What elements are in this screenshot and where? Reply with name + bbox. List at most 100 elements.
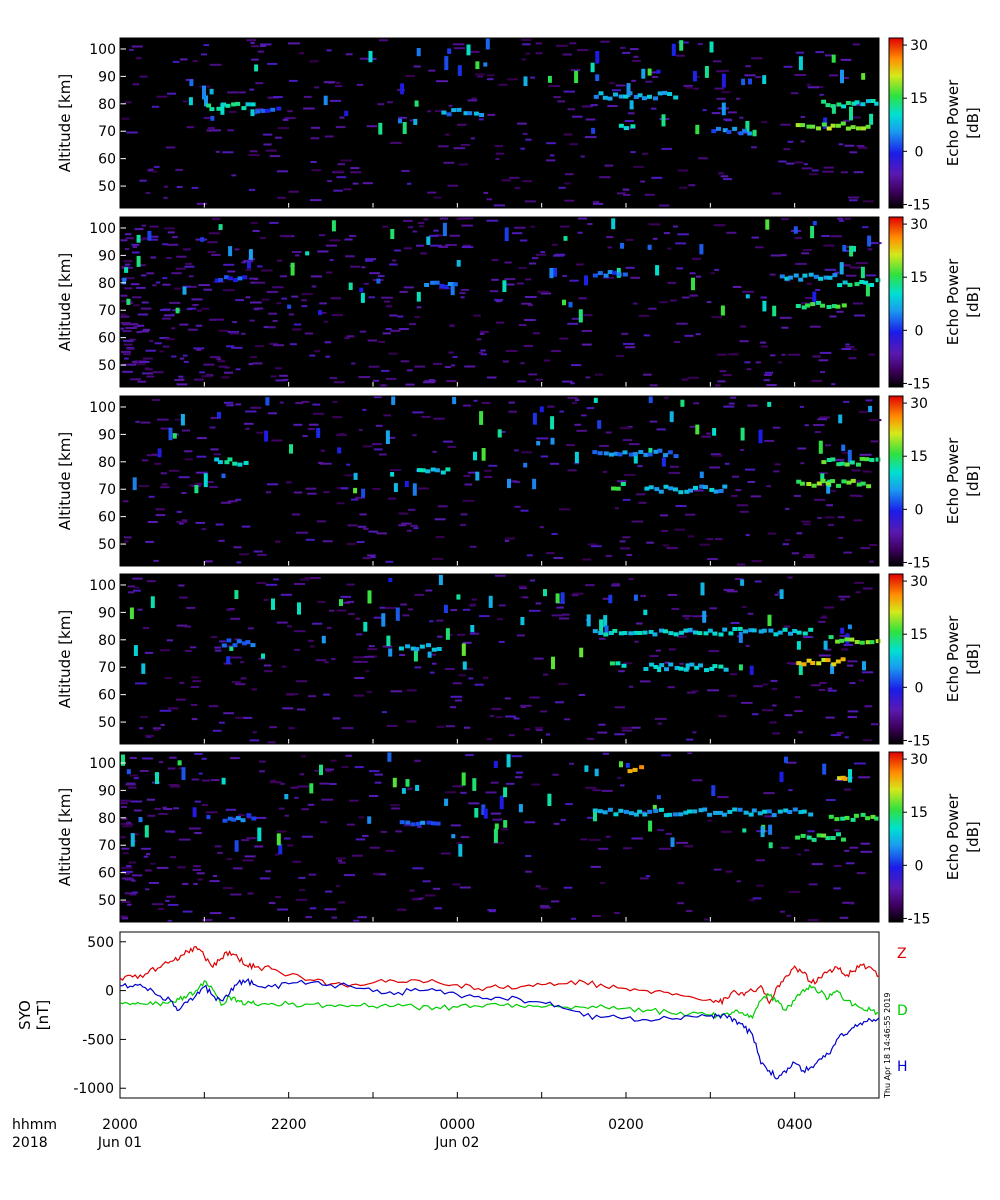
noise-cell xyxy=(209,426,216,429)
noise-cell xyxy=(253,550,263,553)
echo-speckle xyxy=(474,808,479,818)
echo-speckle xyxy=(865,283,870,297)
echo-cell xyxy=(643,452,649,457)
noise-cell xyxy=(604,164,614,167)
noise-cell xyxy=(222,887,233,890)
noise-cell xyxy=(268,412,277,415)
echo-cell xyxy=(836,462,842,467)
echo-cell xyxy=(830,104,836,109)
echo-speckle xyxy=(861,73,866,80)
noise-cell xyxy=(772,732,780,735)
noise-cell xyxy=(272,286,284,289)
noise-cell xyxy=(196,348,202,351)
echo-cell xyxy=(270,107,276,112)
noise-cell xyxy=(326,271,333,274)
noise-cell xyxy=(263,598,269,601)
noise-cell xyxy=(189,275,194,278)
noise-cell xyxy=(239,553,249,556)
noise-cell xyxy=(188,827,201,830)
echo-speckle xyxy=(670,837,675,847)
echo-cell xyxy=(851,101,857,106)
echo-cell xyxy=(658,489,664,494)
noise-cell xyxy=(633,165,645,168)
noise-cell xyxy=(639,680,651,683)
echo-cell xyxy=(836,483,841,488)
echo-speckle xyxy=(620,242,624,249)
echo-speckle xyxy=(203,473,208,488)
echo-cell xyxy=(653,665,659,669)
noise-cell xyxy=(301,835,313,838)
noise-cell xyxy=(125,823,134,826)
noise-cell xyxy=(571,917,576,920)
noise-cell xyxy=(644,193,655,196)
echo-cell xyxy=(659,663,665,668)
noise-cell xyxy=(643,373,652,376)
echo-cell xyxy=(618,631,624,636)
noise-cell xyxy=(660,514,668,517)
noise-cell xyxy=(540,905,550,908)
noise-cell xyxy=(452,785,463,788)
noise-cell xyxy=(621,726,632,729)
echo-speckle xyxy=(762,300,767,312)
noise-cell xyxy=(461,246,474,249)
noise-cell xyxy=(301,400,310,403)
noise-cell xyxy=(196,437,207,440)
noise-cell xyxy=(548,85,560,87)
noise-cell xyxy=(324,341,332,344)
echo-cell xyxy=(777,809,783,814)
noise-cell xyxy=(454,699,462,702)
noise-cell xyxy=(249,319,255,322)
noise-cell xyxy=(293,583,306,585)
noise-cell xyxy=(871,723,880,726)
echo-cell xyxy=(628,631,634,636)
noise-cell xyxy=(551,533,558,535)
echo-speckle xyxy=(122,277,127,285)
noise-cell xyxy=(553,96,561,99)
echo-speckle xyxy=(608,594,613,604)
noise-cell xyxy=(163,185,168,188)
noise-cell xyxy=(326,49,332,52)
echo-cell xyxy=(732,807,738,812)
noise-cell xyxy=(234,248,240,251)
noise-cell xyxy=(120,322,131,324)
noise-cell xyxy=(636,622,643,625)
noise-cell xyxy=(277,127,290,130)
noise-cell xyxy=(476,338,482,341)
echo-cell xyxy=(836,832,841,837)
noise-cell xyxy=(838,143,844,146)
echo-cell xyxy=(615,661,621,666)
echo-cell xyxy=(788,631,793,636)
noise-cell xyxy=(201,757,207,760)
noise-cell xyxy=(397,315,404,318)
echo-cell xyxy=(808,812,814,817)
noise-cell xyxy=(304,332,314,335)
noise-cell xyxy=(136,57,142,60)
noise-cell xyxy=(139,179,147,182)
noise-cell xyxy=(708,650,720,653)
echo-speckle xyxy=(353,472,358,480)
noise-cell xyxy=(720,830,733,833)
echo-speckle xyxy=(793,226,798,234)
noise-cell xyxy=(833,887,841,890)
noise-cell xyxy=(387,101,393,104)
noise-cell xyxy=(856,145,865,147)
noise-cell xyxy=(378,453,387,456)
noise-cell xyxy=(176,698,186,701)
echo-cell xyxy=(835,304,841,309)
noise-cell xyxy=(675,505,687,507)
noise-cell xyxy=(398,524,407,527)
noise-cell xyxy=(516,282,524,285)
noise-cell xyxy=(807,830,815,833)
noise-cell xyxy=(836,731,844,734)
noise-cell xyxy=(764,439,775,442)
noise-cell xyxy=(460,836,470,839)
noise-cell xyxy=(251,688,257,691)
noise-cell xyxy=(843,400,850,403)
noise-cell xyxy=(483,191,488,194)
noise-cell xyxy=(209,880,220,883)
echo-speckle xyxy=(740,579,745,586)
echo-cell xyxy=(768,628,774,633)
noise-cell xyxy=(144,651,154,654)
colorbar-tick-label: 15 xyxy=(910,91,928,107)
noise-cell xyxy=(153,165,160,168)
